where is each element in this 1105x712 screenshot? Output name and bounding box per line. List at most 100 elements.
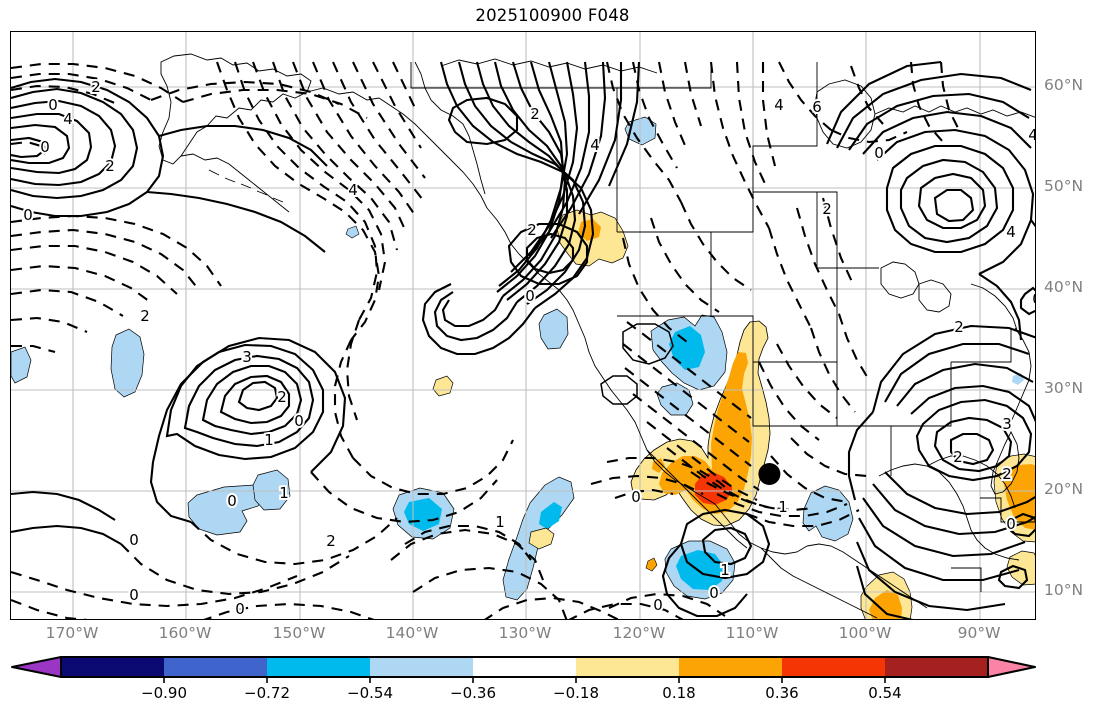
coastline [881, 262, 919, 298]
contour-line-dashed [763, 62, 775, 166]
coastline [919, 280, 951, 312]
colorbar-tick-label: −0.90 [141, 684, 187, 702]
contour-line-dashed [413, 568, 567, 620]
contour-line-dashed [11, 266, 153, 304]
contour-label: 0 [653, 596, 663, 614]
contour-line [901, 160, 997, 242]
contour-line-dashed [567, 604, 685, 620]
contour-line [185, 356, 313, 446]
contour-line [1031, 220, 1036, 228]
contour-line-dashed [393, 62, 415, 108]
contour-label: 4 [63, 110, 73, 128]
shade-region [539, 309, 568, 349]
contour-line [151, 462, 191, 522]
contour-label: 2 [530, 105, 540, 123]
colorbar-tick-label: 0.54 [868, 684, 901, 702]
shade-region [433, 376, 453, 396]
contour-line [527, 234, 573, 273]
contour-line-dashed [201, 604, 377, 620]
contour-line [11, 114, 91, 173]
state-border [817, 268, 837, 362]
contour-label: 0 [235, 600, 245, 618]
coastline [209, 170, 283, 202]
map-panel[interactable]: 0402204242023201100200100101046204403220… [10, 31, 1036, 620]
contour-label: 0 [874, 144, 884, 162]
contour-line-dashed [11, 290, 123, 316]
lon-label-170w: 170°W [46, 624, 99, 642]
contour-label: 2 [277, 388, 287, 406]
contour-line [11, 526, 121, 544]
contour-label: 0 [631, 488, 641, 506]
contour-line-dashed [659, 62, 687, 150]
colorbar-tick-label: 0.36 [765, 684, 798, 702]
state-border [711, 192, 817, 232]
colorbar[interactable] [0, 652, 1105, 712]
contour-line-dashed [777, 344, 837, 418]
contour-label: 4 [1028, 126, 1036, 144]
colorbar-segment [782, 657, 886, 677]
contour-line-dashed [911, 62, 943, 142]
contour-label: 3 [1002, 415, 1012, 433]
contour-line [887, 146, 1013, 252]
contour-label: 0 [1006, 515, 1016, 533]
colorbar-segment [885, 657, 989, 677]
colorbar-segment [267, 657, 371, 677]
contour-line-dashed [11, 216, 221, 286]
contour-line [503, 62, 565, 296]
contour-label: 1 [778, 498, 788, 516]
contour-label: 3 [242, 348, 252, 366]
contour-line-dashed [483, 598, 621, 620]
contour-line-dashed [353, 62, 425, 178]
contour-line-dashed [839, 314, 869, 380]
storm-center-marker[interactable] [758, 463, 780, 485]
lon-label-120w: 120°W [613, 624, 666, 642]
contour-line-dashed [121, 544, 349, 594]
contour-label: 2 [105, 157, 115, 175]
lat-label-30n: 30°N [1044, 379, 1083, 397]
contour-line [897, 364, 1033, 406]
contour-line-dashed [11, 318, 87, 332]
coastline [761, 548, 877, 618]
contour-label: 2 [822, 200, 832, 218]
contour-label: 1 [279, 484, 289, 502]
colorbar-segments [12, 657, 1035, 677]
contour-line-dashed [11, 572, 297, 606]
contour-line-dashed [797, 208, 839, 314]
shade-region [111, 329, 144, 397]
colorbar-segment [61, 657, 165, 677]
state-border [617, 232, 711, 316]
shade-region [803, 486, 853, 541]
contour-label: 0 [525, 287, 535, 305]
colorbar-extend-low [12, 657, 61, 677]
contour-line [435, 292, 517, 340]
contour-line [423, 284, 535, 354]
contour-line [917, 400, 1031, 480]
contour-label: 0 [294, 412, 304, 430]
contour-label: 0 [709, 584, 719, 602]
contour-label: 1 [720, 561, 730, 579]
lon-label-150w: 150°W [273, 624, 326, 642]
contour-line-dashed [737, 62, 767, 188]
contour-line-dashed [293, 62, 407, 234]
contour-label: 4 [590, 136, 600, 154]
contour-line [935, 190, 973, 221]
contour-label: 0 [40, 138, 50, 156]
contour-line [11, 492, 115, 520]
contour-label: 2 [1002, 465, 1012, 483]
contour-label: 4 [774, 96, 784, 114]
lat-label-40n: 40°N [1044, 278, 1083, 296]
page-title: 2025100900 F048 [0, 6, 1105, 25]
lat-label-50n: 50°N [1044, 177, 1083, 195]
colorbar-segment [679, 657, 783, 677]
contour-label: 2 [953, 448, 963, 466]
shade-region [11, 347, 31, 383]
colorbar-segment [164, 657, 268, 677]
colorbar-tick-label: −0.54 [347, 684, 393, 702]
contour-line-dashed [685, 62, 701, 126]
coastline [971, 284, 1017, 330]
contour-line-dashed [217, 62, 379, 340]
contour-label: 4 [348, 181, 358, 199]
contour-line-dashed [11, 230, 199, 290]
colorbar-segment [473, 657, 577, 677]
lon-label-130w: 130°W [499, 624, 552, 642]
